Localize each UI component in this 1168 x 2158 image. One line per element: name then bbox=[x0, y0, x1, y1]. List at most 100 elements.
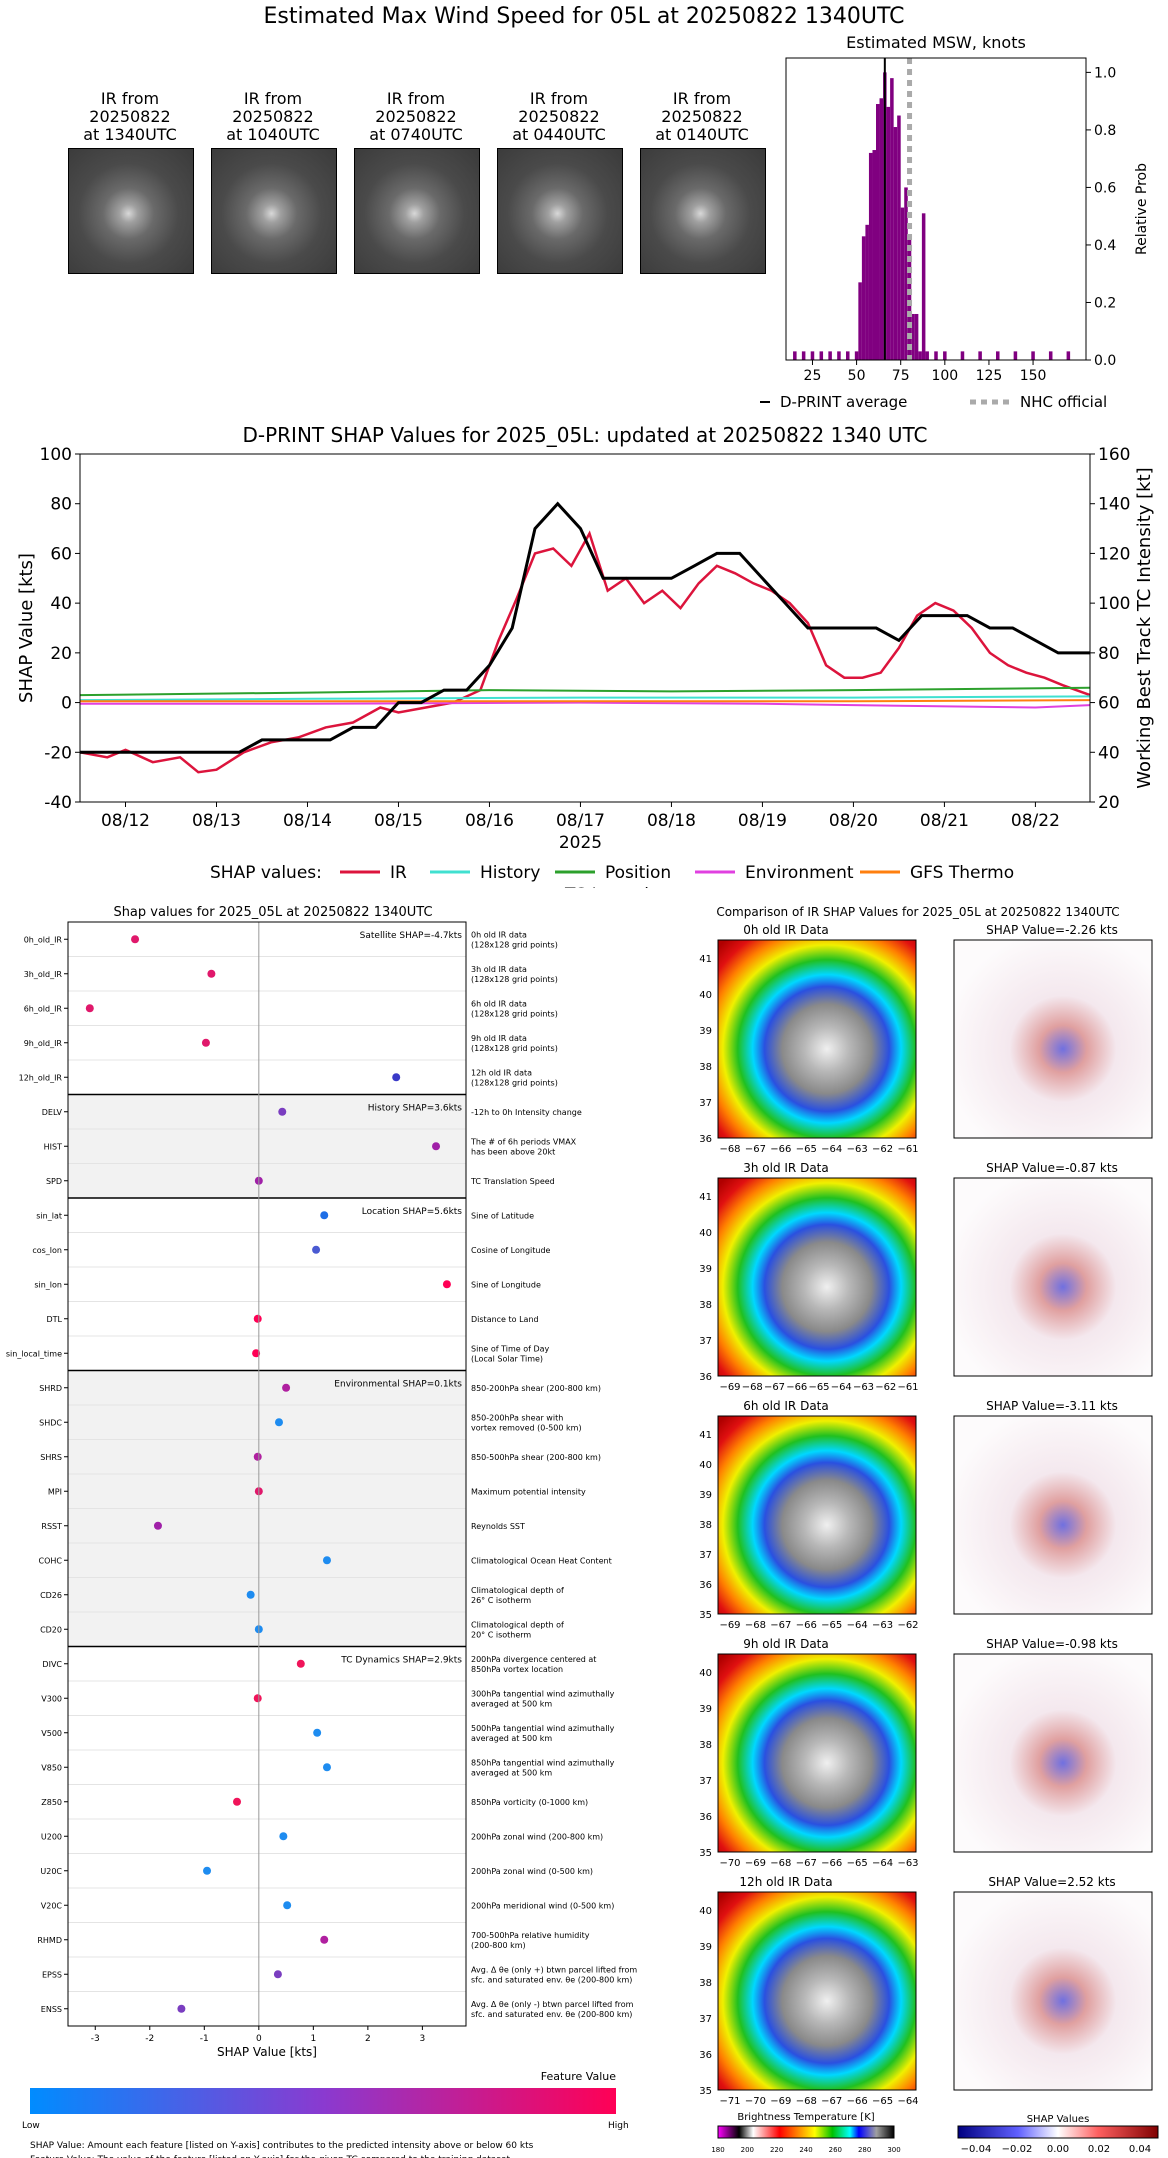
y-axis-label: Relative Prob bbox=[1134, 163, 1150, 255]
feature-description-line: 850-200hPa shear (200-800 km) bbox=[471, 1384, 601, 1393]
feature-shap-point bbox=[273, 1970, 282, 1979]
histogram-bar bbox=[801, 351, 806, 360]
x-tick-label: 08/16 bbox=[465, 811, 514, 831]
histogram-bar bbox=[846, 351, 850, 360]
feature-shap-point bbox=[85, 1004, 94, 1013]
histogram-bar bbox=[1013, 351, 1018, 360]
series-line-ir bbox=[79, 530, 1091, 774]
lat-tick-label: 39 bbox=[699, 1490, 712, 1501]
lon-tick-label: −68 bbox=[742, 1382, 763, 1393]
feature-shap-point bbox=[282, 1383, 291, 1392]
feature-name: V20C bbox=[41, 1901, 63, 1910]
feature-description-line: 0h old IR data bbox=[471, 930, 527, 939]
histogram-bar bbox=[960, 351, 965, 360]
ir-brightness-map bbox=[717, 939, 917, 1139]
main-title: Estimated Max Wind Speed for 05L at 2025… bbox=[263, 4, 905, 29]
x-tick-label: 08/14 bbox=[283, 811, 332, 831]
x-tick-label: 150 bbox=[1020, 368, 1047, 384]
x-tick-label: 3 bbox=[420, 2034, 426, 2044]
feature-description-line: Climatological depth of bbox=[471, 1586, 564, 1595]
feature-description-line: 700-500hPa relative humidity bbox=[471, 1931, 590, 1940]
feature-shap-point bbox=[233, 1797, 242, 1806]
feature-shap-point bbox=[320, 1935, 329, 1944]
histogram-bar bbox=[907, 239, 912, 360]
feature-description: 700-500hPa relative humidity (200-800 km) bbox=[471, 1931, 590, 1950]
x-tick-label: 08/21 bbox=[920, 811, 969, 831]
lat-tick-label: 40 bbox=[699, 1906, 712, 1917]
lat-tick-label: 36 bbox=[699, 1812, 712, 1823]
feature-name: ENSS bbox=[41, 2005, 62, 2014]
series-line-environment bbox=[80, 701, 1091, 709]
shap-colorbar-tick: −0.02 bbox=[1002, 2144, 1033, 2155]
feature-shap-point bbox=[392, 1073, 401, 1082]
histogram-bar bbox=[914, 313, 919, 360]
x-tick-label: 100 bbox=[931, 368, 958, 384]
bt-colorbar-label: Brightness Temperature [K] bbox=[737, 2112, 874, 2123]
colorbar-title: Feature Value bbox=[541, 2070, 617, 2083]
y2-tick-label: 140 bbox=[1098, 495, 1130, 515]
lon-tick-label: −61 bbox=[897, 1144, 918, 1155]
lon-tick-label: −63 bbox=[897, 1858, 918, 1869]
feature-name: sin_lon bbox=[34, 1280, 62, 1289]
bt-colorbar bbox=[717, 2125, 895, 2139]
series-line-history bbox=[79, 695, 1091, 702]
lon-tick-label: −61 bbox=[897, 1382, 918, 1393]
y-tick-label: 0.0 bbox=[1094, 353, 1116, 369]
lat-tick-label: 39 bbox=[699, 1704, 712, 1715]
group-shading bbox=[68, 1094, 466, 1198]
feature-name: SPD bbox=[46, 1177, 62, 1186]
lat-tick-label: 36 bbox=[699, 2050, 712, 2061]
bt-colorbar-tick: 220 bbox=[770, 2146, 783, 2154]
histogram-bar bbox=[925, 351, 929, 360]
feature-value-colorbar bbox=[30, 2088, 616, 2114]
feature-description-line: Sine of Latitude bbox=[471, 1211, 534, 1220]
ir-thumbnail-caption: IR from 20250822 at 0440UTC bbox=[512, 89, 606, 144]
feature-shap-point bbox=[274, 1418, 283, 1427]
feature-shap-point bbox=[246, 1590, 255, 1599]
feature-name: sin_local_time bbox=[6, 1349, 62, 1358]
feature-description: 200hPa divergence centered at 850hPa vort… bbox=[471, 1655, 596, 1674]
feature-description-line: 500hPa tangential wind azimuthally bbox=[471, 1724, 615, 1733]
feature-description-line: Distance to Land bbox=[471, 1315, 539, 1324]
lon-tick-label: −63 bbox=[853, 1382, 874, 1393]
shap-timeseries-chart: D-PRINT SHAP Values for 2025_05L: update… bbox=[16, 423, 1155, 888]
lat-tick-label: 36 bbox=[699, 1580, 712, 1591]
lat-tick-label: 41 bbox=[699, 1192, 712, 1203]
ir-brightness-map bbox=[717, 1653, 917, 1853]
lat-tick-label: 37 bbox=[699, 1776, 712, 1787]
lon-tick-label: −64 bbox=[821, 1144, 842, 1155]
lon-tick-label: −64 bbox=[831, 1382, 852, 1393]
lat-tick-label: 37 bbox=[699, 2014, 712, 2025]
shap-colorbar-tick: −0.04 bbox=[961, 2144, 992, 2155]
lon-tick-label: −67 bbox=[821, 2096, 842, 2107]
lon-tick-label: −69 bbox=[770, 2096, 791, 2107]
lat-tick-label: 40 bbox=[699, 1668, 712, 1679]
ir-thumbnail-image bbox=[68, 148, 194, 274]
bt-colorbar-tick: 180 bbox=[711, 2146, 724, 2154]
y-tick-label: 60 bbox=[50, 544, 72, 564]
feature-description-line: (128x128 grid points) bbox=[471, 975, 558, 984]
histogram-bar bbox=[900, 207, 905, 360]
feature-description-line: 6h old IR data bbox=[471, 999, 527, 1008]
x-tick-label: 75 bbox=[892, 368, 910, 384]
ir-panel-label: 3h old IR Data bbox=[743, 1161, 829, 1175]
feature-shap-point bbox=[312, 1245, 321, 1254]
feature-shap-point bbox=[278, 1107, 287, 1116]
shap-panel-label: SHAP Value=-0.98 kts bbox=[986, 1637, 1118, 1651]
histogram-bar bbox=[943, 351, 947, 360]
lat-tick-label: 35 bbox=[699, 2086, 712, 2097]
lat-tick-label: 35 bbox=[699, 1848, 712, 1859]
y-tick-label: 100 bbox=[40, 445, 72, 465]
bt-colorbar-tick: 260 bbox=[829, 2146, 842, 2154]
histogram-bar bbox=[897, 115, 901, 361]
ir-brightness-map bbox=[717, 1177, 917, 1377]
histogram-bar bbox=[918, 351, 922, 360]
lat-tick-label: 35 bbox=[699, 1610, 712, 1621]
lat-tick-label: 41 bbox=[699, 954, 712, 965]
y-tick-label: -40 bbox=[44, 793, 72, 813]
feature-description: Maximum potential intensity bbox=[471, 1487, 586, 1496]
feature-description-line: (128x128 grid points) bbox=[471, 940, 558, 949]
feature-description-line: Reynolds SST bbox=[471, 1522, 525, 1531]
ir-panel-label: 6h old IR Data bbox=[743, 1399, 829, 1413]
legend-label-intensity: TC Intensity bbox=[564, 885, 666, 888]
